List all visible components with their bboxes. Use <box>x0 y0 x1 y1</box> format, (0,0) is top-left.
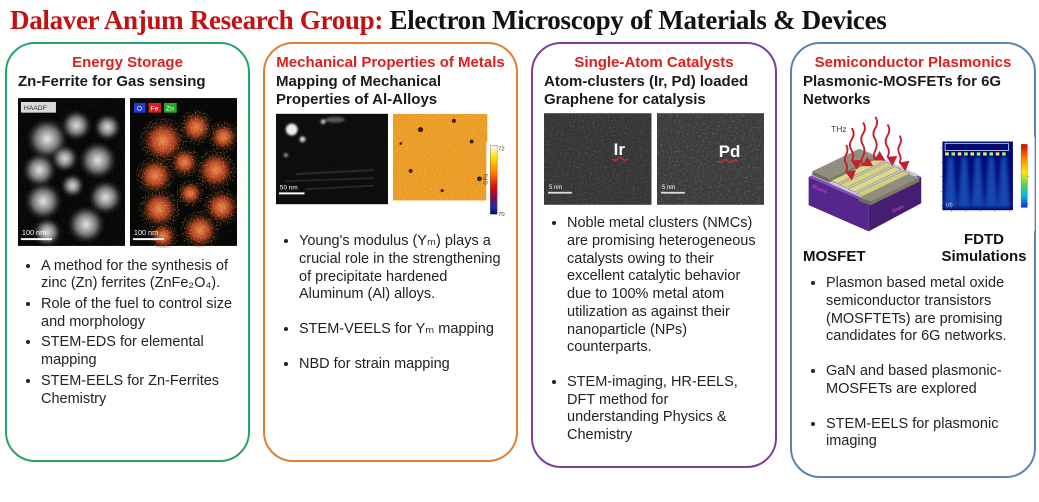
panel1-bullets: A method for the synthesis of zinc (Zn) … <box>18 258 237 409</box>
bullet-item: NBD for strain mapping <box>299 356 505 374</box>
panel4-heading: Semiconductor Plasmonics <box>814 54 1012 71</box>
bullet-item: STEM-EELS for plasmonic imaging <box>826 416 1023 451</box>
element-label-pd: Pd <box>718 142 740 161</box>
youngs-modulus-map-image: 72 70 GPa <box>393 114 505 223</box>
tem-dark-field-image: 50 nm <box>276 114 388 205</box>
slide-title-topic: Electron Microscopy of Materials & Devic… <box>383 5 887 35</box>
bullet-item: STEM-VEELS for Yₘ mapping <box>299 321 505 339</box>
detector-label-box <box>20 101 56 113</box>
panel1-subheading: Zn-Ferrite for Gas sensing <box>18 73 206 90</box>
legend-label-Zn: Zn <box>166 105 174 112</box>
panel2-figures: 50 nm <box>276 113 505 223</box>
legend-swatch-Fe <box>148 102 162 113</box>
ir-cluster-image: Ir 5 nm <box>544 113 652 206</box>
colorbar-min-label: 70 <box>498 213 505 219</box>
panel4-bullets: Plasmon based metal oxide semiconductor … <box>803 275 1023 451</box>
panel3-bullets: Noble metal clusters (NMCs) are promisin… <box>544 215 764 444</box>
panel4-subheading: Plasmonic-MOSFETs for 6G Networks <box>803 73 1002 108</box>
panel3-heading: Single-Atom Catalysts <box>574 54 734 71</box>
colorbar-unit-label: GPa <box>483 174 489 185</box>
scalebar <box>547 192 572 195</box>
bullet-item: A method for the synthesis of zinc (Zn) … <box>41 258 237 293</box>
fdtd-caption: FDTD Simulations <box>941 231 1027 266</box>
scalebar <box>20 237 53 240</box>
mosfet-caption: MOSFET <box>803 248 866 266</box>
legend-swatch-O <box>133 102 146 113</box>
colorbar-max-label: 72 <box>498 147 505 153</box>
scalebar-label: 100 nm <box>134 228 158 237</box>
bullet-item: Plasmon based metal oxide semiconductor … <box>826 275 1023 346</box>
bullet-item: STEM-EELS for Zn-Ferrites Chemistry <box>41 373 237 408</box>
fdtd-simulation-plot: (d) <box>933 137 1035 232</box>
bullet-item: Young's modulus (Yₘ) plays a crucial rol… <box>299 233 505 304</box>
scalebar-label: 50 nm <box>280 185 298 192</box>
spellcheck-squiggle <box>612 157 628 162</box>
haadf-stem-image: HAADF 100 nm <box>18 97 125 247</box>
colorbar: 72 70 GPa <box>483 141 505 223</box>
spellcheck-squiggle <box>716 159 738 164</box>
thz-label: THz <box>831 124 846 134</box>
legend-label-Fe: Fe <box>150 105 158 112</box>
panel-energy-storage: Energy Storage Zn-Ferrite for Gas sensin… <box>5 42 250 462</box>
eds-map-image: O Fe Zn 100 nm <box>130 97 237 248</box>
panel2-heading: Mechanical Properties of Metals <box>276 54 505 71</box>
bullet-item: GaN and based plasmonic-MOSFETs are expl… <box>826 363 1023 398</box>
eds-legend: O Fe Zn <box>133 102 177 113</box>
panel1-figures: HAADF 100 nm <box>18 96 237 248</box>
scalebar <box>132 237 165 240</box>
scalebar-label: 5 nm <box>549 185 562 191</box>
bullet-item: Noble metal clusters (NMCs) are promisin… <box>567 215 764 357</box>
element-label-ir: Ir <box>614 140 626 159</box>
fdtd-plot-label: (d) <box>946 203 953 209</box>
panel3-figures: Ir 5 nm Pd 5 nm <box>544 113 764 206</box>
drain-label: Drain <box>891 204 905 215</box>
mosfet-figure: THz Source Drain MOSFET <box>803 113 925 265</box>
fdtd-figure: (d) FDTD Si <box>930 113 1038 265</box>
detector-label: HAADF <box>24 105 47 112</box>
mosfet-front-face <box>808 177 869 232</box>
panels-row: Energy Storage Zn-Ferrite for Gas sensin… <box>0 42 1039 478</box>
legend-swatch-Zn <box>164 102 177 113</box>
bullet-item: STEM-EDS for elemental mapping <box>41 334 237 369</box>
thz-wave-arrows <box>843 116 910 181</box>
scalebar-label: 5 nm <box>661 185 674 191</box>
panel-mechanical-properties: Mechanical Properties of Metals Mapping … <box>263 42 518 462</box>
legend-label-O: O <box>137 105 142 112</box>
panel-semiconductor-plasmonics: Semiconductor Plasmonics Plasmonic-MOSFE… <box>790 42 1036 478</box>
fdtd-gate-row <box>945 152 1006 156</box>
panel-single-atom-catalysts: Single-Atom Catalysts Atom-clusters (Ir,… <box>531 42 777 468</box>
panel2-subheading: Mapping of Mechanical Properties of Al-A… <box>276 73 442 108</box>
scalebar <box>660 192 685 195</box>
mosfet-side-face <box>868 177 922 232</box>
panel1-heading: Energy Storage <box>72 54 183 71</box>
pd-cluster-image: Pd 5 nm <box>656 113 764 206</box>
bullet-item: Role of the fuel to control size and mor… <box>41 296 237 331</box>
panel4-figures: THz Source Drain MOSFET <box>803 113 1035 265</box>
fdtd-axis-ticks <box>940 147 1010 213</box>
panel2-bullets: Young's modulus (Yₘ) plays a crucial rol… <box>276 233 505 373</box>
slide-title-group: Dalaver Anjum Research Group: <box>10 5 384 35</box>
slide-title: Dalaver Anjum Research Group: Electron M… <box>0 0 1039 39</box>
bullet-item: STEM-imaging, HR-EELS, DFT method for un… <box>567 374 764 445</box>
fdtd-colorbar <box>1020 144 1028 209</box>
scalebar-label: 100 nm <box>22 228 46 237</box>
scalebar <box>278 192 305 195</box>
panel3-subheading: Atom-clusters (Ir, Pd) loaded Graphene f… <box>544 73 749 108</box>
mosfet-3d-illustration: THz Source Drain <box>808 116 922 232</box>
